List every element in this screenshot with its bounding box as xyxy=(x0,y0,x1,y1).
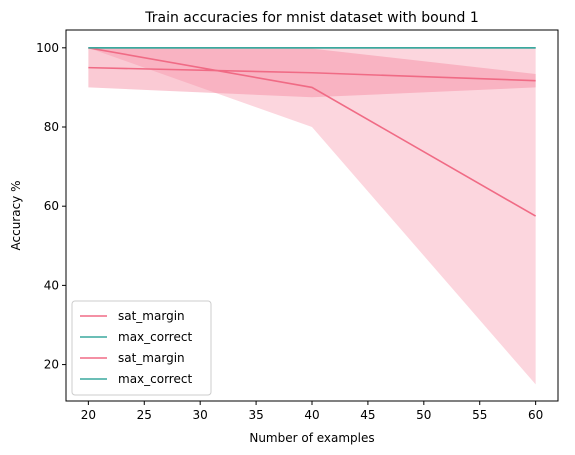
series-line-0 xyxy=(88,66,536,82)
legend-label: max_correct xyxy=(118,330,192,344)
x-tick-label: 45 xyxy=(360,408,375,422)
x-tick-label: 20 xyxy=(81,408,96,422)
series-line-2 xyxy=(88,47,537,217)
chart-title: Train accuracies for mnist dataset with … xyxy=(144,10,478,26)
x-tick-label: 25 xyxy=(137,408,152,422)
x-tick-label: 30 xyxy=(193,408,208,422)
y-axis-ticks: 20 40 60 80 100 xyxy=(36,41,66,372)
x-tick-label: 35 xyxy=(248,408,263,422)
y-tick-label: 80 xyxy=(44,120,59,134)
x-tick-label: 50 xyxy=(416,408,431,422)
y-tick-label: 20 xyxy=(44,358,59,372)
y-tick-label: 60 xyxy=(44,199,59,213)
legend: sat_margin max_correct sat_margin max_corre… xyxy=(71,300,212,396)
legend-box xyxy=(71,300,212,396)
series-lines xyxy=(88,47,537,217)
confidence-band-2 xyxy=(88,47,536,385)
x-tick-label: 40 xyxy=(304,408,319,422)
legend-label: max_correct xyxy=(118,372,192,386)
x-tick-label: 55 xyxy=(472,408,487,422)
legend-label: sat_margin xyxy=(118,351,185,365)
x-axis-label: Number of examples xyxy=(249,431,374,445)
y-axis-label: Accuracy % xyxy=(9,180,23,250)
y-tick-label: 100 xyxy=(36,41,59,55)
x-axis-ticks: 20 25 30 35 40 45 50 55 60 xyxy=(81,401,543,422)
x-tick-label: 60 xyxy=(528,408,543,422)
y-tick-label: 40 xyxy=(44,278,59,292)
legend-label: sat_margin xyxy=(118,309,185,323)
